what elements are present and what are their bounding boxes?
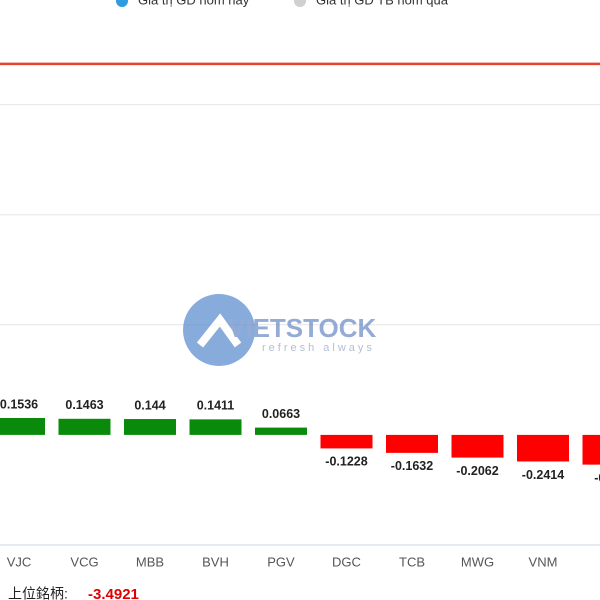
bar [517, 434, 569, 462]
x-tick-label: VNM [529, 554, 558, 569]
bar [0, 417, 45, 435]
footer-label: 上位銘柄: [8, 586, 68, 600]
data-label: -0.2414 [522, 468, 564, 482]
data-label: 0.144 [134, 398, 165, 412]
bar [124, 419, 176, 435]
legend-label: Giá trị GD TB hôm qua [316, 0, 449, 7]
watermark-arrow [196, 313, 242, 348]
data-label: -0.2062 [456, 464, 498, 478]
data-label: 0.1536 [0, 397, 38, 411]
watermark-logo [183, 294, 255, 366]
legend-marker [294, 0, 306, 7]
data-label: 0.0663 [262, 407, 300, 421]
legend-label: Giá trị GD hôm nay [138, 0, 250, 7]
x-tick-label: VCG [70, 554, 98, 569]
data-label: 0.1411 [197, 399, 235, 413]
bar [189, 419, 242, 435]
bar [582, 434, 600, 465]
x-tick-label: TCB [399, 554, 425, 569]
watermark-title: VIETSTOCK [228, 313, 377, 343]
watermark: VIETSTOCK refresh always [183, 294, 377, 366]
x-tick-label: BVH [202, 554, 229, 569]
bar [320, 434, 373, 449]
x-tick-label: DGC [332, 554, 361, 569]
data-label: 0.1463 [65, 398, 103, 412]
x-tick-label: MBB [136, 554, 164, 569]
bar [386, 434, 438, 453]
legend-marker [116, 0, 128, 7]
data-label: -0.1228 [325, 455, 367, 469]
footer-value: -3.4921 [88, 586, 139, 600]
x-tick-label: VJC [7, 554, 32, 569]
x-tick-label: MWG [461, 554, 494, 569]
watermark-subtitle: refresh always [262, 342, 375, 354]
x-tick-label: PGV [267, 554, 295, 569]
bar [255, 427, 307, 435]
data-label: -0.1632 [391, 459, 433, 473]
data-label: -0.27 [594, 471, 600, 485]
bar [451, 434, 504, 458]
bar [58, 418, 111, 435]
